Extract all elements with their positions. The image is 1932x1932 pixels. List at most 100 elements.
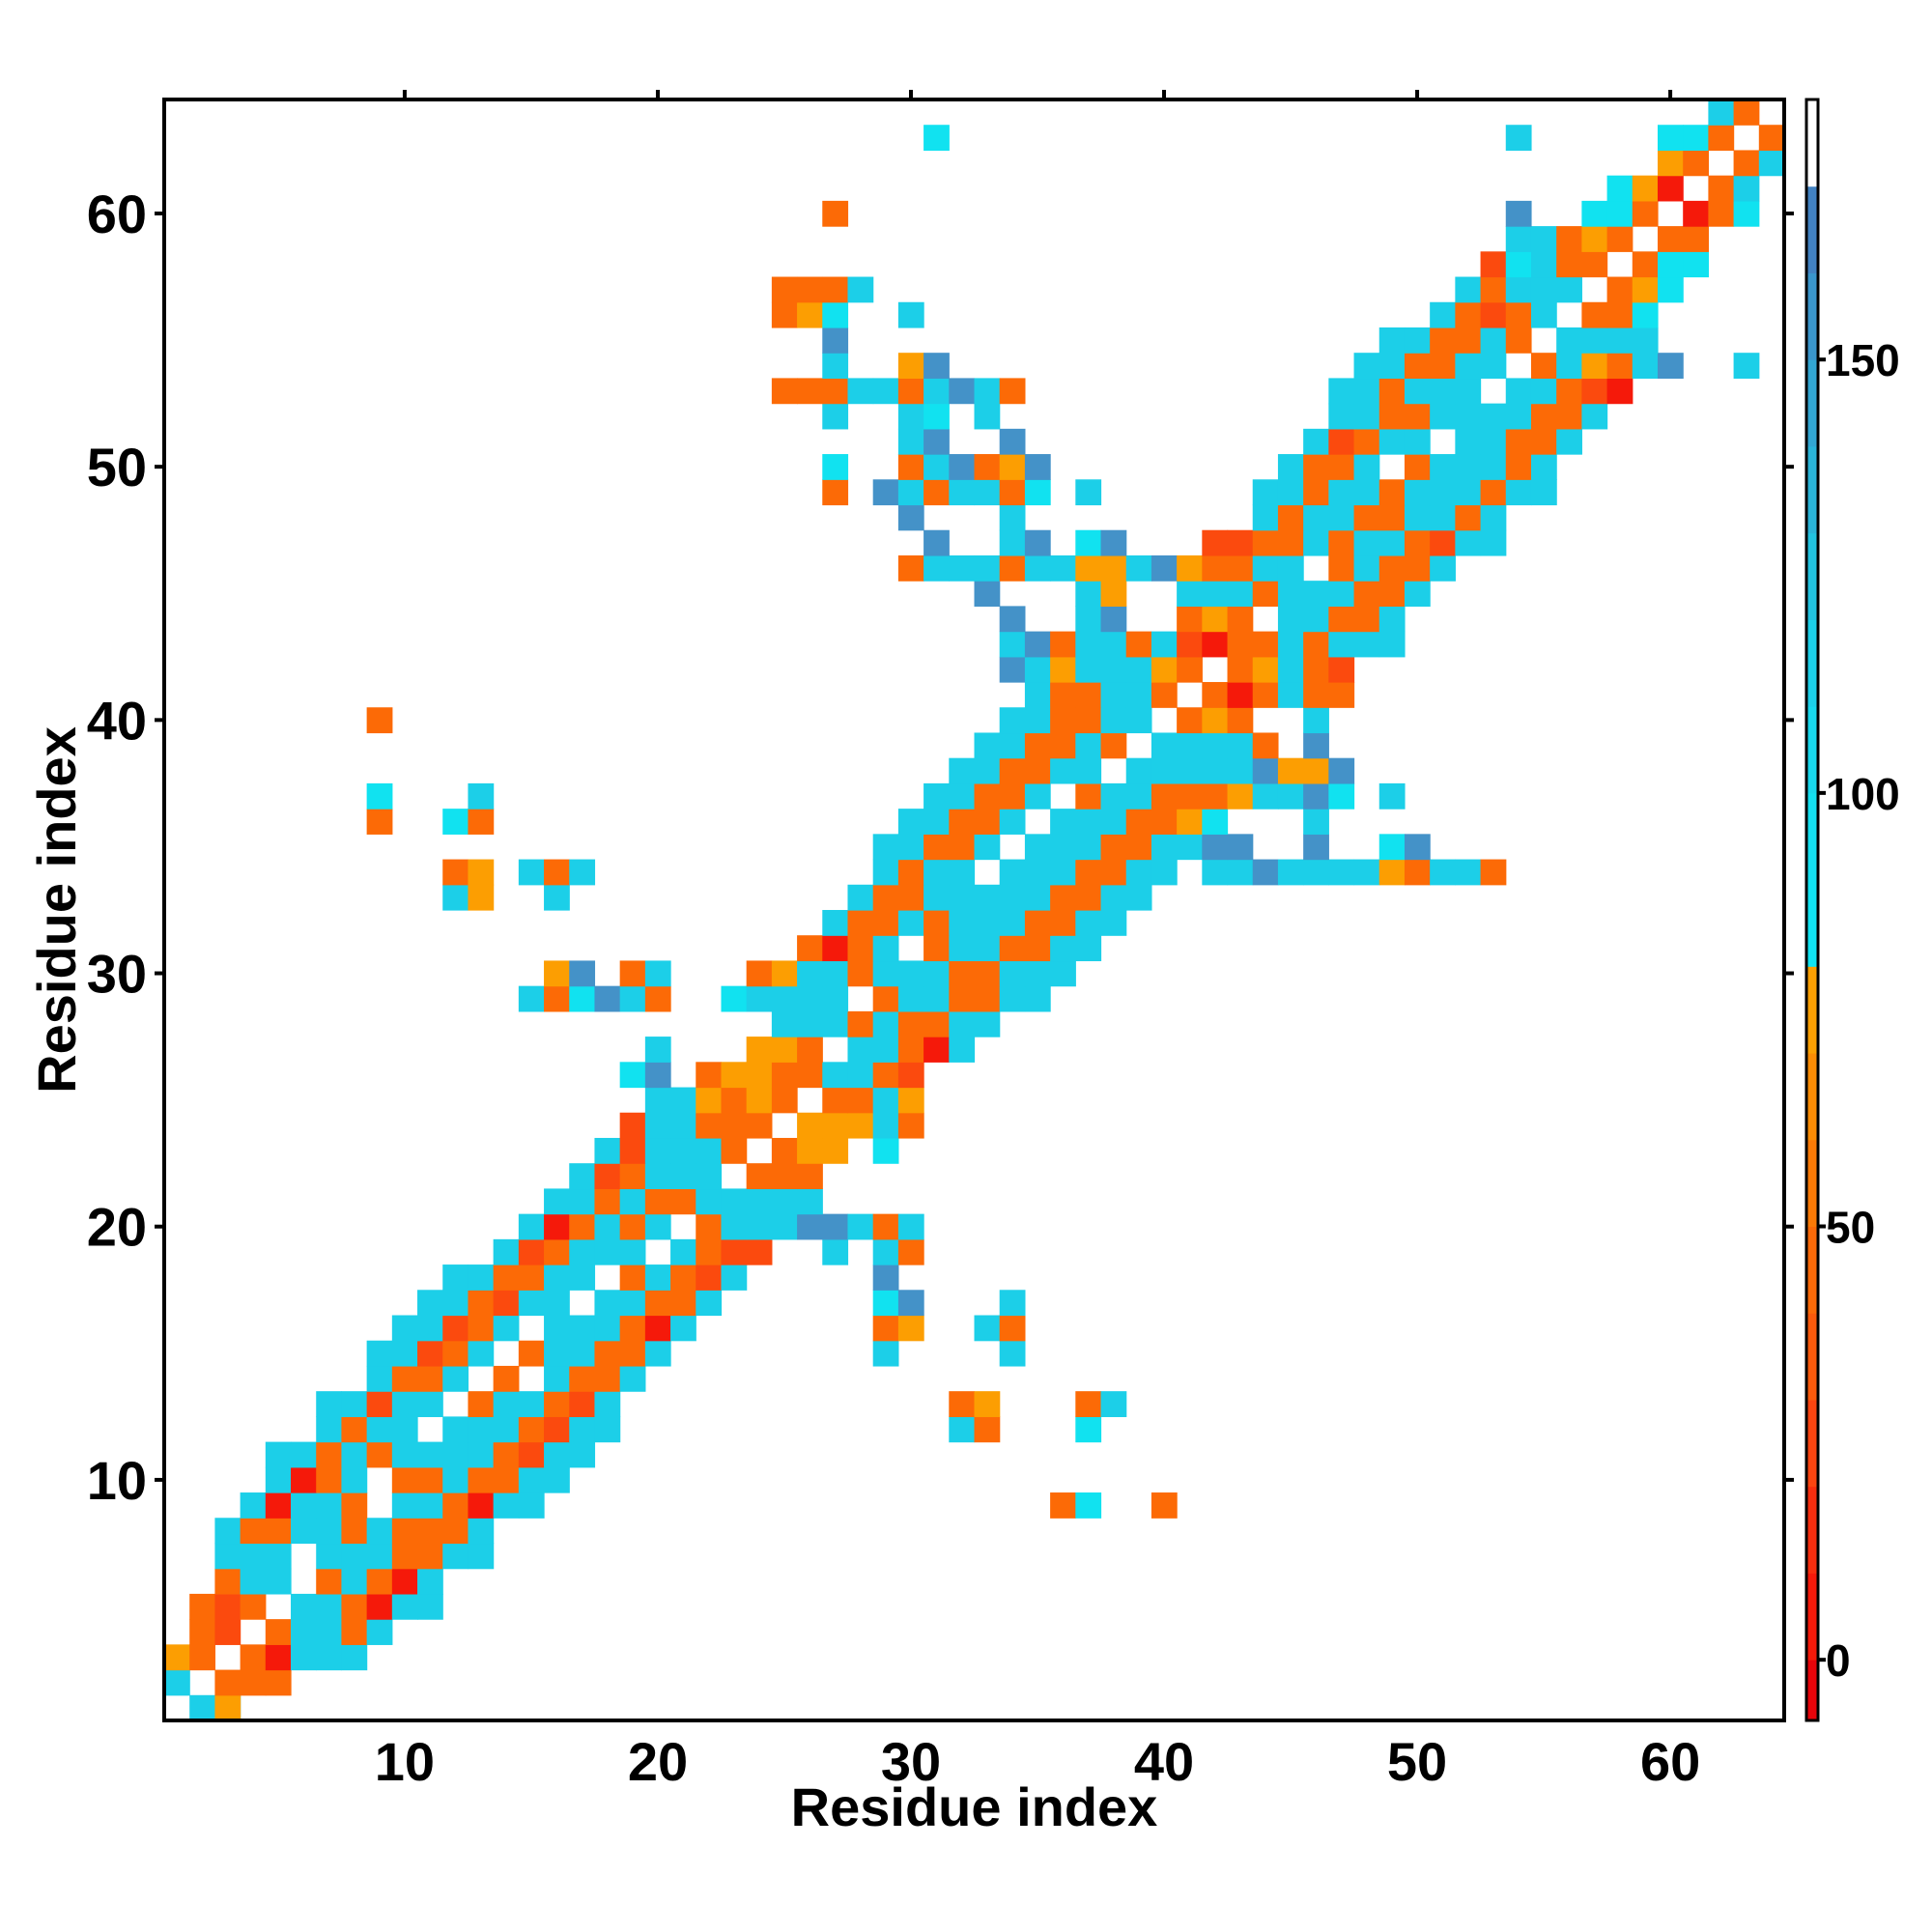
heatmap-cell bbox=[721, 1264, 748, 1291]
heatmap-cell bbox=[1378, 403, 1406, 430]
heatmap-cell bbox=[1505, 251, 1532, 278]
heatmap-cell bbox=[746, 1037, 773, 1063]
heatmap-cell bbox=[949, 757, 976, 784]
heatmap-cell bbox=[1505, 125, 1532, 152]
heatmap-cell bbox=[265, 1492, 292, 1519]
colorbar-band bbox=[1806, 879, 1818, 967]
heatmap-cell bbox=[999, 554, 1026, 582]
heatmap-cell bbox=[847, 1037, 874, 1063]
heatmap-cell bbox=[670, 1188, 696, 1215]
heatmap-cell bbox=[619, 1340, 646, 1367]
heatmap-cell bbox=[923, 428, 950, 455]
colorbar-tick-label: 100 bbox=[1826, 769, 1900, 819]
heatmap-cell bbox=[1024, 631, 1051, 658]
heatmap-cell bbox=[1050, 884, 1076, 911]
heatmap-cell bbox=[822, 1087, 849, 1114]
heatmap-cell bbox=[1530, 454, 1557, 480]
heatmap-cell bbox=[797, 1112, 823, 1139]
heatmap-cell bbox=[1556, 378, 1582, 405]
heatmap-cell bbox=[1050, 631, 1076, 658]
heatmap-cell bbox=[569, 859, 596, 886]
heatmap-cell bbox=[1227, 757, 1254, 784]
heatmap-cell bbox=[1100, 554, 1127, 582]
heatmap-cell bbox=[1202, 782, 1229, 810]
heatmap-cell bbox=[1378, 327, 1406, 354]
heatmap-cell bbox=[771, 301, 798, 328]
heatmap-cell bbox=[1303, 757, 1329, 784]
heatmap-cell bbox=[1505, 378, 1532, 405]
heatmap-cell bbox=[468, 1264, 495, 1291]
heatmap-cell bbox=[822, 276, 849, 303]
heatmap-cell bbox=[1202, 834, 1229, 861]
heatmap-cell bbox=[291, 1518, 317, 1545]
heatmap-cell bbox=[670, 1112, 696, 1139]
heatmap-cell bbox=[974, 884, 1001, 911]
heatmap-cell bbox=[442, 884, 469, 911]
heatmap-cell bbox=[493, 1441, 520, 1468]
heatmap-cell bbox=[746, 1238, 773, 1265]
heatmap-cell bbox=[644, 1315, 671, 1342]
heatmap-cell bbox=[544, 1391, 570, 1417]
heatmap-cell bbox=[1328, 529, 1355, 556]
heatmap-cell bbox=[1353, 859, 1380, 886]
heatmap-cell bbox=[214, 1543, 242, 1570]
heatmap-cell bbox=[265, 1441, 292, 1468]
heatmap-cell bbox=[442, 1416, 469, 1443]
heatmap-cell bbox=[1480, 251, 1507, 278]
y-tick-label: 20 bbox=[87, 1197, 147, 1258]
heatmap-cell bbox=[999, 529, 1026, 556]
heatmap-cell bbox=[1024, 910, 1051, 936]
heatmap-cell bbox=[1100, 782, 1127, 810]
heatmap-cell bbox=[1252, 682, 1279, 708]
heatmap-cell bbox=[797, 1010, 823, 1037]
heatmap-cell bbox=[1024, 529, 1051, 556]
heatmap-cell bbox=[1075, 1391, 1102, 1417]
heatmap-cell bbox=[1505, 428, 1532, 455]
heatmap-cell bbox=[316, 1568, 343, 1595]
heatmap-cell bbox=[1024, 732, 1051, 759]
heatmap-cell bbox=[1303, 504, 1329, 531]
heatmap-cell bbox=[1455, 276, 1482, 303]
heatmap-cell bbox=[594, 1365, 621, 1392]
heatmap-cell bbox=[391, 1543, 418, 1570]
heatmap-cell bbox=[518, 1492, 545, 1519]
heatmap-cell bbox=[1683, 226, 1709, 252]
heatmap-cell bbox=[569, 1238, 596, 1265]
heatmap-cell bbox=[518, 1213, 545, 1240]
heatmap-cell bbox=[1632, 327, 1659, 354]
heatmap-cell bbox=[696, 1137, 723, 1164]
heatmap-cell bbox=[366, 1340, 393, 1367]
heatmap-cell bbox=[1075, 581, 1102, 607]
heatmap-cell bbox=[822, 403, 849, 430]
heatmap-cell bbox=[1556, 403, 1582, 430]
heatmap-cell bbox=[493, 1365, 520, 1392]
heatmap-cell bbox=[341, 1568, 368, 1595]
heatmap-cell bbox=[189, 1694, 215, 1721]
heatmap-cell bbox=[822, 353, 849, 380]
heatmap-cell bbox=[366, 1518, 393, 1545]
heatmap-cell bbox=[872, 985, 899, 1012]
heatmap-cell bbox=[999, 428, 1026, 455]
heatmap-cell bbox=[468, 809, 495, 835]
colorbar-band bbox=[1806, 1139, 1818, 1228]
heatmap-cell bbox=[569, 1441, 596, 1468]
heatmap-cell bbox=[391, 1593, 418, 1620]
heatmap-cell bbox=[1378, 504, 1406, 531]
heatmap-cell bbox=[923, 403, 950, 430]
heatmap-cell bbox=[999, 707, 1026, 734]
heatmap-cell bbox=[872, 1213, 899, 1240]
heatmap-cell bbox=[1480, 479, 1507, 506]
heatmap-cell bbox=[468, 1543, 495, 1570]
heatmap-cell bbox=[1177, 606, 1203, 633]
heatmap-cell bbox=[1252, 732, 1279, 759]
heatmap-cell bbox=[240, 1593, 267, 1620]
heatmap-cell bbox=[897, 301, 924, 328]
heatmap-cell bbox=[1708, 99, 1735, 126]
heatmap-cell bbox=[1505, 403, 1532, 430]
heatmap-cell bbox=[1657, 251, 1684, 278]
heatmap-cell bbox=[847, 1112, 874, 1139]
heatmap-cell bbox=[923, 884, 950, 911]
heatmap-cell bbox=[1303, 581, 1329, 607]
heatmap-cell bbox=[721, 1238, 748, 1265]
